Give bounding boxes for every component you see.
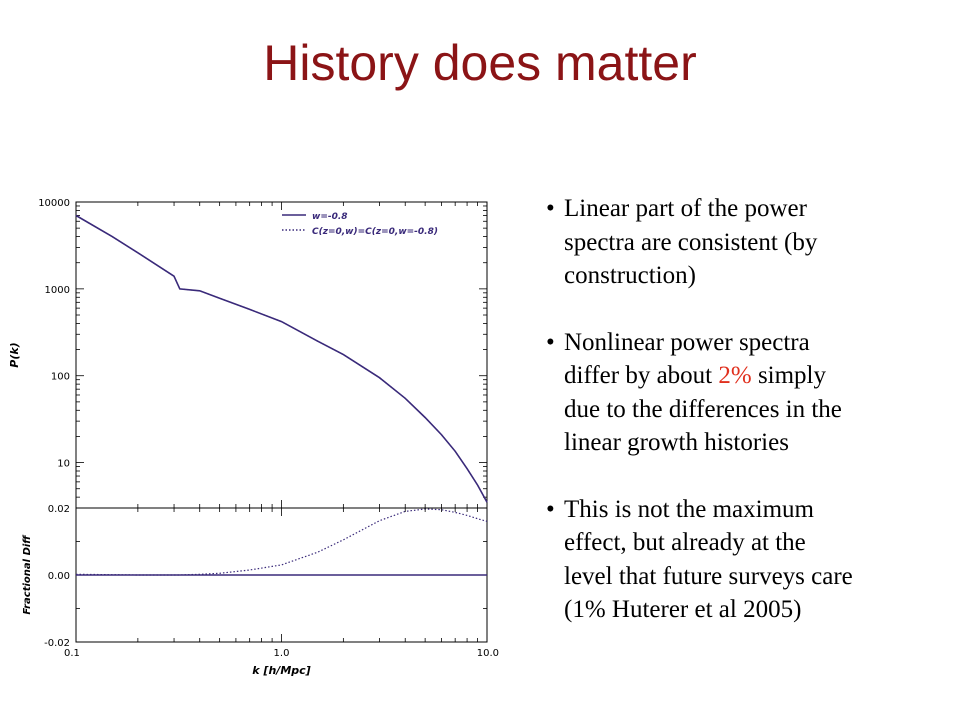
bullet-line: effect, but already at the	[564, 529, 806, 556]
bullet-line: Linear part of the power	[564, 195, 807, 222]
top-panel-frame	[75, 201, 488, 509]
bullet-line: spectra are consistent (by	[564, 228, 818, 256]
y-tick-label: 0.02	[48, 504, 70, 515]
y-tick-label: 0.00	[48, 571, 70, 582]
bullet-item-1: • Linear part of the power spectra are c…	[546, 192, 956, 293]
x-tick-label: 0.1	[64, 648, 80, 659]
bullet-line: level that future surveys care	[564, 562, 853, 590]
x-tick-label: 1.0	[274, 648, 290, 659]
y-tick-label: -0.02	[44, 638, 70, 649]
chart-svg: 10000 1000 100 10 P(k) w=-0.8 C(z=0,w)=C(z=0,w…	[8, 198, 499, 677]
series-line-top	[75, 214, 488, 503]
y-tick-label: 10000	[38, 198, 70, 209]
bullet-list: • Linear part of the power spectra are c…	[546, 192, 956, 660]
bullet-line: differ by about 2% simply	[564, 359, 956, 393]
y-tick-label: 1000	[45, 285, 70, 296]
series-line-bottom	[75, 508, 488, 576]
y-tick-label: 100	[51, 372, 70, 383]
y-axis-label-top: P(k)	[8, 342, 21, 367]
bullet-item-3: • This is not the maximum effect, but al…	[546, 493, 956, 627]
bullet-line: Nonlinear power spectra	[564, 328, 810, 356]
bullet-line: linear growth histories	[564, 429, 789, 456]
bullet-line: (1% Huterer et al 2005)	[564, 596, 802, 623]
top-panel: 10000 1000 100 10 P(k) w=-0.8 C(z=0,w)=C(z=0,w…	[8, 198, 488, 509]
highlight-value: 2%	[718, 362, 752, 389]
y-tick-label: 10	[57, 459, 70, 470]
series-line-top	[75, 214, 488, 503]
legend-label: C(z=0,w)=C(z=0,w=-0.8)	[312, 227, 438, 237]
bullet-text: simply	[751, 362, 827, 389]
x-axis-label: k [h/Mpc]	[252, 664, 310, 677]
y-axis-label-bottom: Fractional Diff	[22, 534, 33, 615]
bullet-dot: •	[546, 495, 555, 523]
bottom-panel: 0.02 0.00 -0.02 Fractional Diff	[22, 504, 488, 649]
bullet-item-2: • Nonlinear power spectra differ by abou…	[546, 326, 956, 460]
slide-title: History does matter	[263, 35, 697, 91]
bullet-text: differ by about	[564, 362, 719, 389]
x-tick-label: 10.0	[477, 648, 499, 659]
legend-label: w=-0.8	[312, 212, 348, 222]
power-spectrum-figure: 10000 1000 100 10 P(k) w=-0.8 C(z=0,w)=C(z=0,w…	[0, 190, 500, 695]
bullet-line: due to the differences in the	[564, 395, 842, 423]
bullet-dot: •	[546, 328, 555, 356]
bullet-line: This is not the maximum	[564, 495, 814, 523]
bullet-line: construction)	[564, 262, 696, 289]
bullet-dot: •	[546, 195, 555, 222]
